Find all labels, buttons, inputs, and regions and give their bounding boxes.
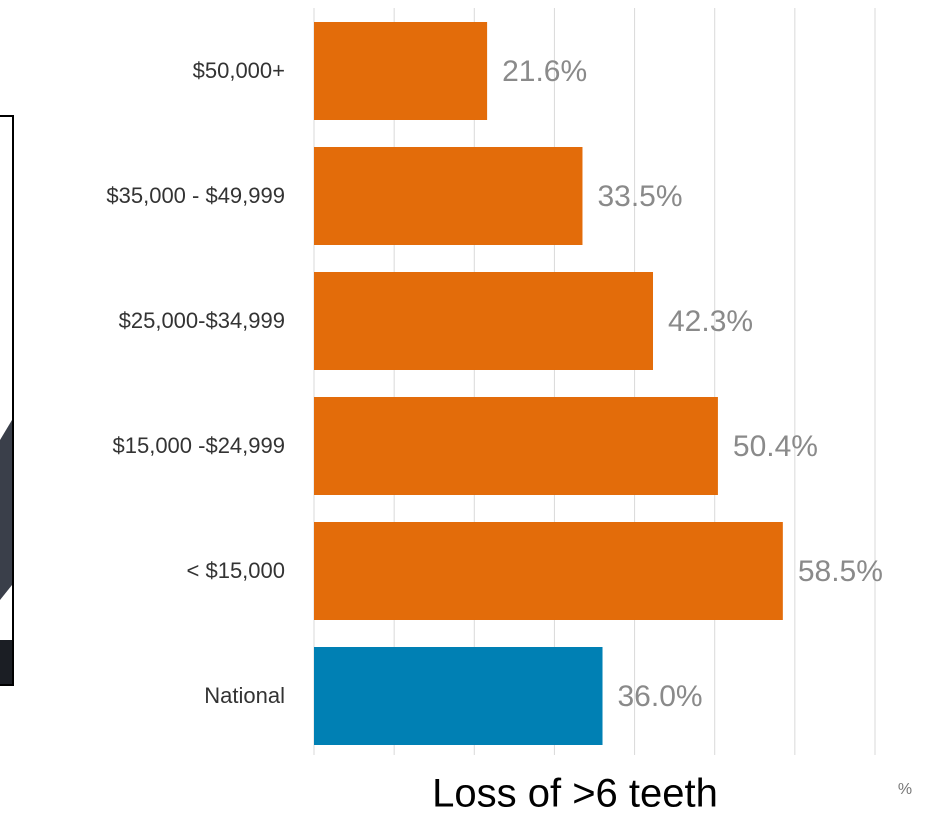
bar <box>314 397 718 495</box>
category-label: $35,000 - $49,999 <box>106 183 285 208</box>
category-label: $15,000 -$24,999 <box>113 433 286 458</box>
bar <box>314 147 583 245</box>
photo-shadow <box>0 420 12 600</box>
photo-frame <box>0 115 14 686</box>
value-label: 36.0% <box>618 680 703 713</box>
value-label: 42.3% <box>668 305 753 338</box>
bar <box>314 22 488 120</box>
value-label: 21.6% <box>502 55 587 88</box>
photo-dark <box>0 640 12 684</box>
side-photo <box>0 115 14 686</box>
x-axis-title: Loss of >6 teeth <box>432 772 718 816</box>
category-label: $50,000+ <box>193 58 285 83</box>
x-unit-fragment: % <box>898 781 912 798</box>
bar <box>314 647 603 745</box>
value-label: 58.5% <box>798 555 883 588</box>
category-label: < $15,000 <box>187 558 285 583</box>
category-label: $25,000-$34,999 <box>119 308 285 333</box>
value-label: 33.5% <box>597 180 682 213</box>
category-label: National <box>204 683 285 708</box>
bar <box>314 522 783 620</box>
value-label: 50.4% <box>733 430 818 463</box>
bar <box>314 272 654 370</box>
